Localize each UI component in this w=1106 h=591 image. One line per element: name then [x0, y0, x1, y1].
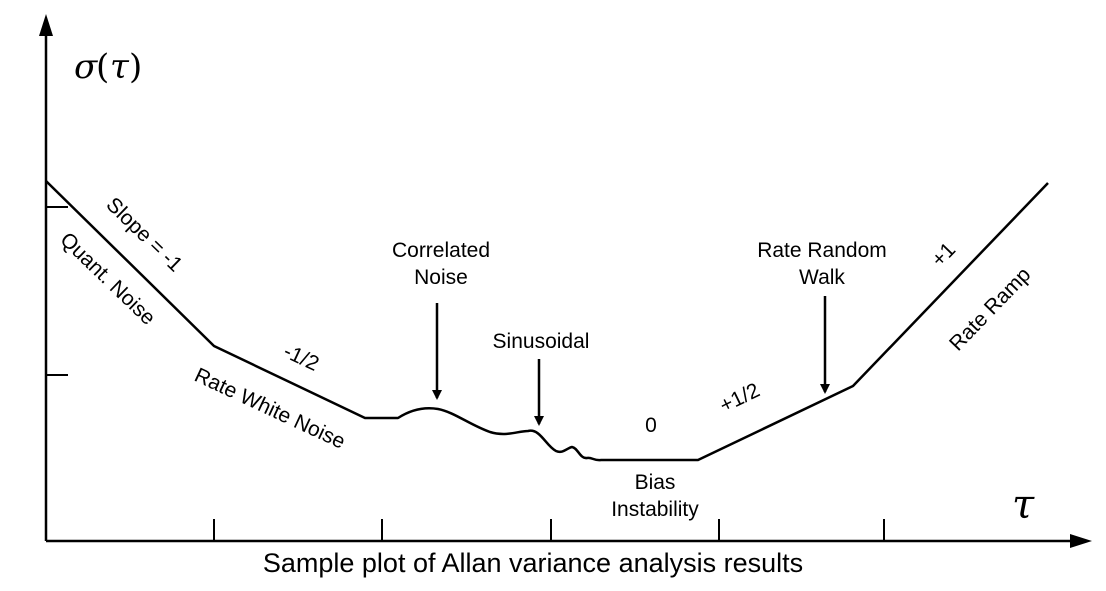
bias-instability-label-line1: Bias [635, 471, 676, 494]
y-axis-label-open-paren: ( [96, 47, 109, 87]
slope-zero-label: 0 [645, 414, 657, 437]
slope-minus-1-label: Slope = -1 [102, 193, 187, 276]
x-axis-label-tau: τ [1012, 482, 1035, 528]
y-axis-label-close-paren: ) [129, 47, 142, 87]
sinusoidal-label: Sinusoidal [493, 330, 590, 353]
rate-random-walk-label-line1: Rate Random [757, 239, 887, 262]
y-axis-label-sigma: σ [74, 47, 98, 87]
slope-minus-half-label: -1/2 [280, 340, 323, 376]
slope-plus-half-label: +1/2 [716, 379, 763, 418]
x-axis-arrowhead [1070, 534, 1092, 548]
correlated-noise-label-line2: Noise [414, 266, 468, 289]
allan-curve [45, 180, 1049, 462]
rate-random-walk-label-line2: Walk [799, 266, 845, 289]
figure-caption: Sample plot of Allan variance analysis r… [262, 548, 804, 578]
rate-white-noise-label: Rate White Noise [191, 364, 349, 454]
correlated-noise-label-line1: Correlated [392, 239, 490, 262]
y-axis-label-tau: τ [110, 47, 130, 87]
bias-instability-label-line2: Instability [611, 498, 699, 521]
slope-plus-1-label: +1 [927, 238, 960, 271]
y-axis-arrowhead [39, 14, 53, 36]
